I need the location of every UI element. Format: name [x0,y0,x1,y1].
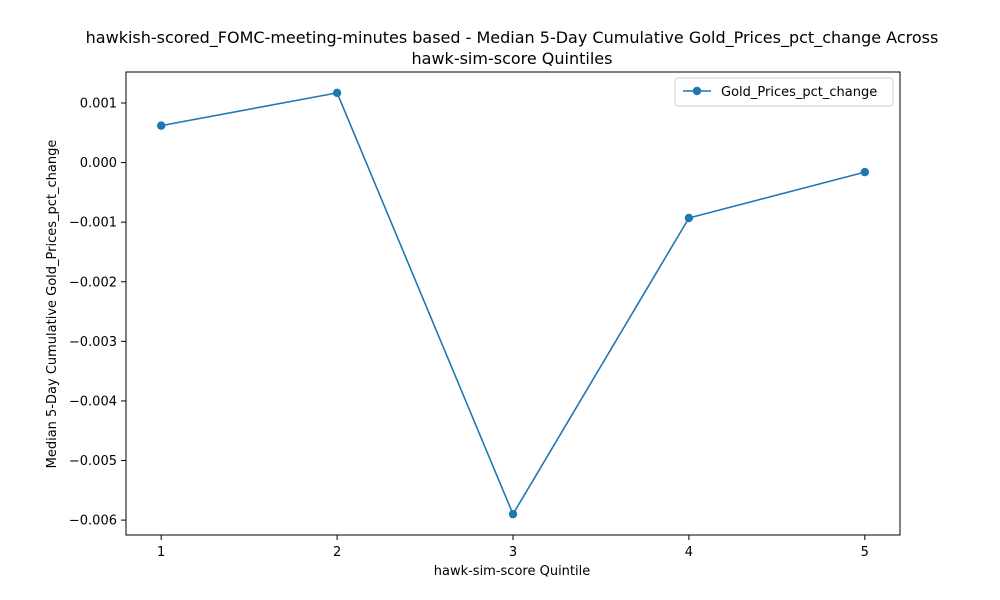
series-layer [156,88,870,519]
chart-title-line-2: hawk-sim-score Quintiles [412,49,613,68]
x-tick-label: 1 [157,545,165,560]
x-axis: 1 2 3 4 5 [157,535,869,560]
y-tick-label: −0.001 [69,216,117,231]
legend-box [674,77,894,107]
x-tick-label: 5 [861,545,869,560]
data-point [156,121,166,130]
data-point [332,88,342,98]
y-tick-label: 0.001 [80,96,117,111]
y-axis-label: Median 5-Day Cumulative Gold_Prices_pct_… [45,140,60,469]
legend-entry-label: Gold_Prices_pct_change [721,85,877,100]
x-tick-label: 4 [685,545,693,560]
y-axis: 0.001 0.000 −0.001 −0.002 −0.003 −0.004 −0.005… [69,96,126,529]
x-axis-label: hawk-sim-score Quintile [434,564,591,579]
data-point [684,213,694,223]
data-point [860,167,870,177]
x-tick-label: 3 [509,545,517,560]
chart-title-line-1: hawkish-scored_FOMC-meeting-minutes base… [86,28,939,48]
plot-frame [125,71,901,536]
y-tick-label: −0.006 [69,514,117,529]
y-tick-label: 0.000 [80,156,117,171]
y-tick-label: −0.005 [69,454,117,469]
y-tick-label: −0.004 [69,394,117,409]
data-point [508,509,518,519]
legend-marker-swatch [692,86,702,96]
y-tick-label: −0.002 [69,275,117,290]
y-tick-label: −0.003 [69,335,117,350]
legend: Gold_Prices_pct_change [674,77,894,107]
plot-area [125,71,901,536]
series-line [161,92,866,515]
x-tick-label: 2 [333,545,341,560]
